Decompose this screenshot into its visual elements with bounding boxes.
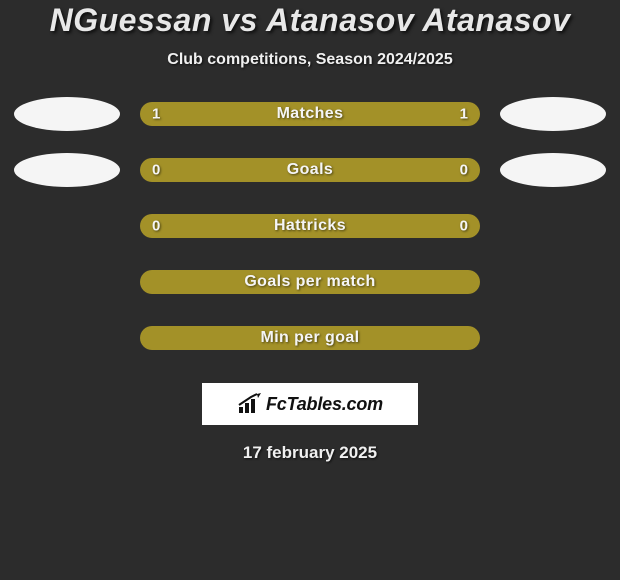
stat-label: Goals [287,161,333,179]
page-subtitle: Club competitions, Season 2024/2025 [0,51,620,69]
stat-value-right: 0 [460,162,468,179]
stat-row: Goals per match [0,265,620,299]
stat-bar-hattricks: 0 Hattricks 0 [140,214,480,238]
stat-label: Goals per match [244,273,375,291]
player-left-marker [14,153,120,187]
stat-bar-goals: 0 Goals 0 [140,158,480,182]
stat-value-left: 0 [152,162,160,179]
logo-text: FcTables.com [266,394,383,415]
fctables-logo-link[interactable]: FcTables.com [202,383,418,425]
stat-bar-matches: 1 Matches 1 [140,102,480,126]
stat-row: Min per goal [0,321,620,355]
page-title: NGuessan vs Atanasov Atanasov [0,2,620,39]
stat-row: 1 Matches 1 [0,97,620,131]
player-right-marker [500,153,606,187]
stat-value-right: 0 [460,218,468,235]
bar-chart-icon [237,393,261,415]
stat-row: 0 Goals 0 [0,153,620,187]
stat-value-left: 0 [152,218,160,235]
logo-container: FcTables.com [0,383,620,425]
stat-row: 0 Hattricks 0 [0,209,620,243]
stat-value-right: 1 [460,106,468,123]
player-left-marker [14,97,120,131]
stat-label: Matches [277,105,344,123]
stat-bar-min-per-goal: Min per goal [140,326,480,350]
snapshot-date: 17 february 2025 [0,443,620,463]
stats-list: 1 Matches 1 0 Goals 0 0 Hattricks 0 [0,97,620,355]
comparison-card: NGuessan vs Atanasov Atanasov Club compe… [0,0,620,463]
stat-label: Min per goal [260,329,359,347]
stat-value-left: 1 [152,106,160,123]
player-right-marker [500,97,606,131]
stat-bar-goals-per-match: Goals per match [140,270,480,294]
stat-label: Hattricks [274,217,346,235]
